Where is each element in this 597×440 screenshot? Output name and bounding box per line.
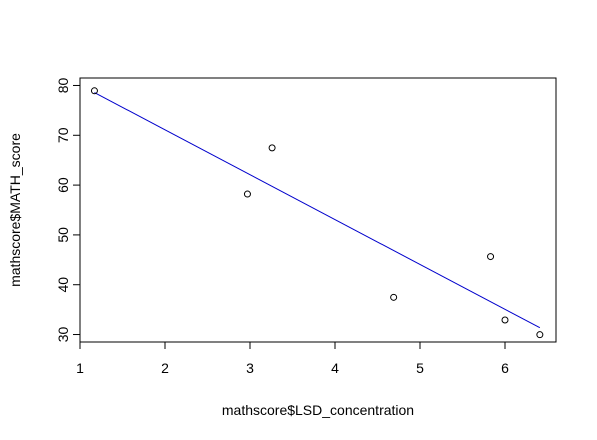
data-point: [90, 87, 98, 95]
data-point: [243, 190, 251, 198]
y-tick-label: 60: [55, 177, 71, 193]
regression-line-layer: [94, 92, 541, 329]
y-tick-label: 30: [55, 327, 71, 343]
y-axis-title: mathscore$MATH_score: [7, 133, 23, 287]
x-tick-label: 4: [331, 360, 339, 376]
data-point: [268, 144, 276, 152]
x-tick-label: 5: [416, 360, 424, 376]
y-tick-label: 80: [55, 77, 71, 93]
y-axis: 30 40 50 60 70 80: [55, 77, 81, 343]
x-tick-label: 1: [76, 360, 84, 376]
data-points: [90, 87, 544, 339]
data-point: [501, 316, 509, 324]
y-tick-label: 50: [55, 227, 71, 243]
x-axis-title: mathscore$LSD_concentration: [222, 402, 414, 418]
x-tick-label: 2: [161, 360, 169, 376]
y-tick-label: 40: [55, 277, 71, 293]
data-point: [487, 253, 495, 261]
regression-line: [94, 92, 541, 329]
plot-frame: [79, 77, 557, 343]
data-point: [536, 331, 544, 339]
data-point: [390, 293, 398, 301]
x-axis: 1 2 3 4 5 6: [76, 341, 509, 376]
x-tick-label: 3: [246, 360, 254, 376]
y-tick-label: 70: [55, 127, 71, 143]
x-tick-label: 6: [501, 360, 509, 376]
